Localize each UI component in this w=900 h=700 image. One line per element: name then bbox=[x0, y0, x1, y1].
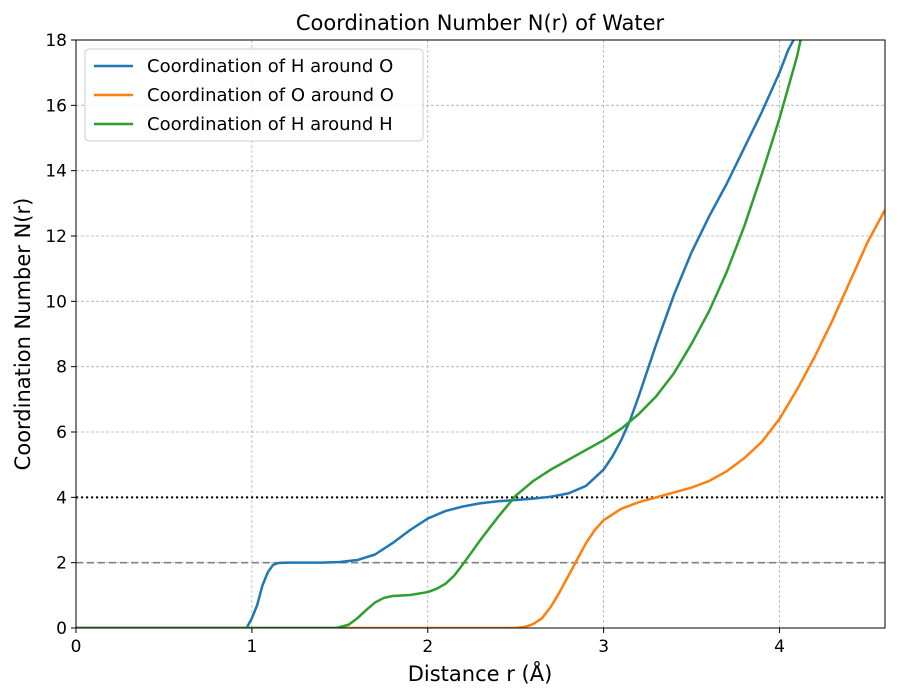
y-axis-ticks: 0 2 4 6 8 10 12 14 16 18 bbox=[45, 31, 76, 639]
y-tick-label: 16 bbox=[45, 96, 67, 116]
legend-label-1: Coordination of H around O bbox=[147, 56, 393, 77]
y-tick-label: 10 bbox=[45, 292, 67, 312]
series-line-3 bbox=[76, 40, 802, 628]
x-tick-label: 2 bbox=[422, 637, 433, 657]
reference-lines bbox=[76, 496, 885, 564]
x-tick-label: 0 bbox=[71, 637, 82, 657]
x-tick-label: 1 bbox=[246, 637, 257, 657]
series-line-1 bbox=[76, 40, 795, 628]
y-tick-label: 6 bbox=[56, 423, 67, 443]
y-tick-label: 4 bbox=[56, 488, 67, 508]
x-axis-ticks: 0 1 2 3 4 bbox=[71, 628, 785, 657]
chart-title: Coordination Number N(r) of Water bbox=[296, 11, 665, 35]
x-axis-label: Distance r (Å) bbox=[408, 660, 553, 686]
series-line-2 bbox=[76, 209, 885, 628]
y-tick-label: 14 bbox=[45, 162, 67, 182]
y-axis-label: Coordination Number N(r) bbox=[11, 198, 35, 471]
x-tick-label: 4 bbox=[774, 637, 785, 657]
series-lines bbox=[76, 40, 885, 628]
y-tick-label: 12 bbox=[45, 227, 67, 247]
x-tick-label: 3 bbox=[598, 637, 609, 657]
y-tick-label: 8 bbox=[56, 358, 67, 378]
legend-box bbox=[84, 48, 424, 142]
legend: Coordination of H around O Coordination o… bbox=[84, 48, 424, 142]
y-tick-label: 0 bbox=[56, 619, 67, 639]
plot-frame bbox=[75, 39, 886, 629]
legend-label-3: Coordination of H around H bbox=[147, 114, 393, 135]
y-tick-label: 18 bbox=[45, 31, 67, 51]
legend-label-2: Coordination of O around O bbox=[147, 85, 394, 106]
y-tick-label: 2 bbox=[56, 554, 67, 574]
